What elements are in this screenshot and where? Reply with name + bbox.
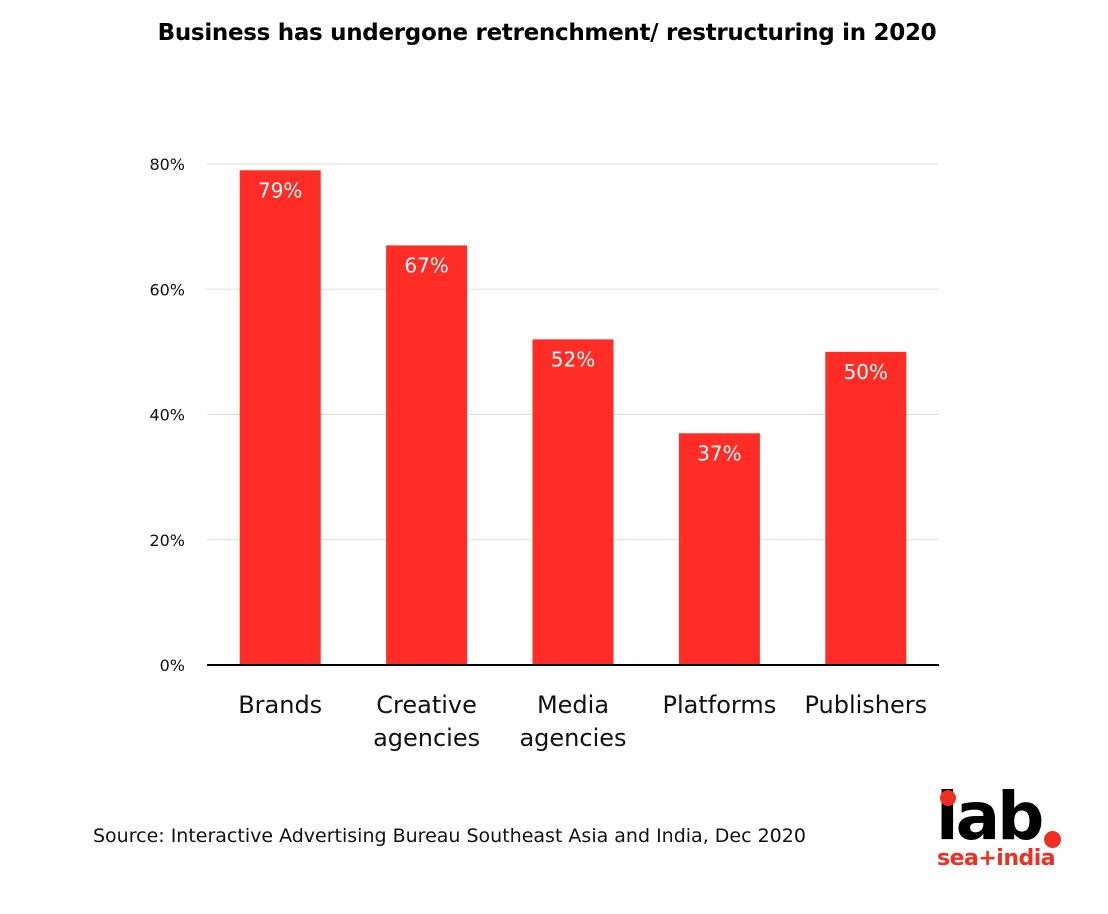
iab-logo: iab sea+india [934,784,1074,888]
bar-publishers [825,351,907,665]
x-tick-label: agencies [519,724,626,752]
x-tick-label: Media [537,691,609,719]
x-tick-label: Brands [238,691,322,719]
y-tick-label: 0% [160,656,185,675]
logo-i-dot [940,790,956,806]
data-label: 79% [258,178,302,202]
logo-dot [1044,831,1061,848]
logo-sub-text: sea+india [937,846,1056,871]
chart-title: Business has undergone retrenchment/ res… [157,20,937,46]
x-tick-label: Publishers [804,691,927,719]
data-label: 37% [697,441,741,465]
data-label: 52% [551,347,595,371]
y-tick-label: 80% [149,155,185,174]
bar-brands [239,170,321,665]
data-label: 50% [844,360,888,384]
x-tick-label: Creative [376,691,477,719]
y-tick-label: 40% [149,406,185,425]
x-tick-label: Platforms [663,691,777,719]
source-note: Source: Interactive Advertising Bureau S… [93,825,806,847]
y-tick-label: 20% [149,531,185,550]
y-tick-label: 60% [149,280,185,299]
bar-chart: 0% 20% 40% 60% 80% 79% Brands 67% Creative agenci… [149,155,939,752]
bar-platforms [678,433,760,665]
bar-media-agencies [532,339,614,665]
bar-creative-agencies [386,245,468,665]
data-label: 67% [404,253,448,277]
x-tick-label: agencies [373,724,480,752]
